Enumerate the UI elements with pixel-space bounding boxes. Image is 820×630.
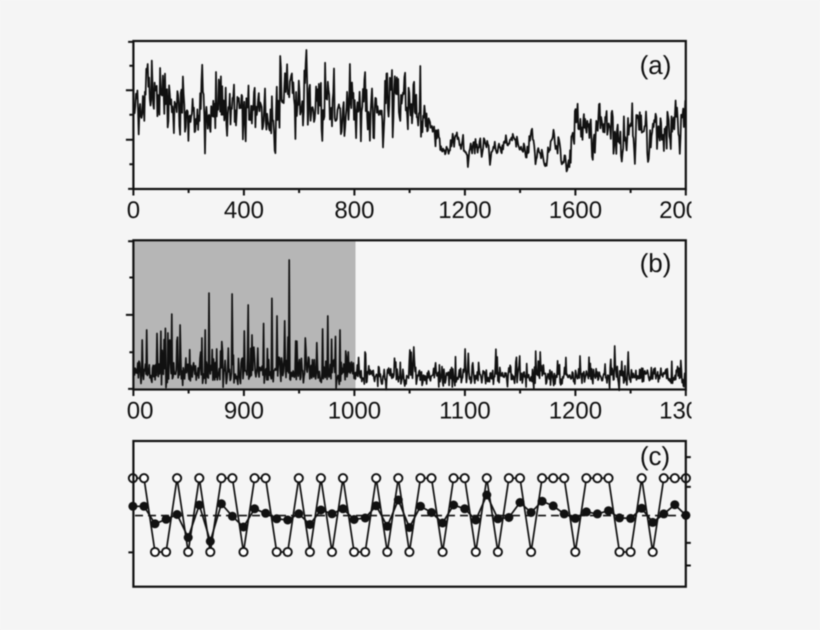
svg-text:800: 800 — [334, 197, 374, 224]
svg-text:(c): (c) — [640, 441, 670, 471]
svg-text:400: 400 — [224, 197, 264, 224]
svg-text:(a): (a) — [640, 50, 672, 80]
svg-text:0: 0 — [127, 197, 140, 224]
svg-text:900: 900 — [224, 398, 264, 425]
svg-text:1100: 1100 — [439, 398, 491, 425]
svg-text:1200: 1200 — [438, 197, 491, 224]
svg-text:2000: 2000 — [659, 197, 712, 224]
svg-text:(b): (b) — [640, 248, 672, 278]
svg-text:1600: 1600 — [549, 197, 602, 224]
svg-text:800: 800 — [113, 398, 153, 425]
svg-text:1200: 1200 — [549, 398, 602, 425]
svg-text:1300: 1300 — [659, 398, 712, 425]
svg-text:1000: 1000 — [328, 398, 381, 425]
